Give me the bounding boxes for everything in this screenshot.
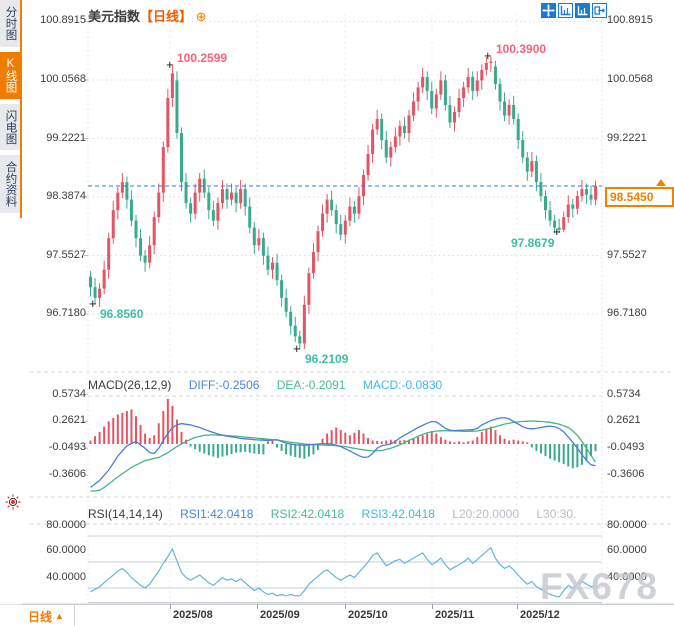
period-selector[interactable]: 日线 ▲ [22, 605, 75, 626]
price-label-right: 96.7180 [607, 307, 647, 319]
period-selector-arrow-icon: ▲ [55, 611, 64, 621]
rsi-label-left: 80.0000 [46, 519, 86, 531]
x-axis-month: 2025/10 [348, 609, 388, 621]
price-label-left: 96.7180 [46, 307, 86, 319]
period-selector-label: 日线 [28, 609, 53, 624]
low-annotation: 97.8679 [511, 236, 555, 250]
month-tick [517, 604, 518, 609]
current-price-badge: 98.5450 [605, 187, 674, 207]
month-tick [345, 604, 346, 609]
macd-label-left: -0.0493 [48, 441, 86, 453]
live-blink-icon [5, 494, 21, 515]
low-annotation: 96.2109 [305, 352, 349, 366]
price-label-left: 98.3874 [46, 190, 86, 202]
macd-label-left: -0.3606 [48, 468, 86, 480]
macd-header: MACD(26,12,9) DIFF:-0.2506 DEA:-0.2091 M… [88, 378, 456, 392]
macd-label-right: -0.0493 [607, 441, 645, 453]
chart-toolbar [541, 3, 607, 18]
high-annotation: 100.2599 [177, 51, 228, 65]
x-axis-month: 2025/11 [435, 609, 475, 621]
rsi-label-right: 80.0000 [607, 519, 647, 531]
macd-label-left: 0.2621 [52, 414, 86, 426]
macd-label-left: 0.5734 [52, 388, 86, 400]
rsi-header: RSI(14,14,14) RSI1:42.0418 RSI2:42.0418 … [88, 507, 590, 521]
sidebar-tab-contract-info[interactable]: 合约资料 [0, 155, 20, 213]
sidebar-tab-timeline[interactable]: 分时图 [0, 0, 20, 47]
macd-label-right: 0.2621 [607, 414, 641, 426]
scale-axis-icon[interactable] [575, 3, 590, 18]
rsi3-value: RSI3:42.0418 [361, 507, 435, 521]
sidebar-tab-kline[interactable]: K线图 [0, 51, 20, 99]
macd-title: MACD(26,12,9) [88, 378, 172, 392]
rsi-l20-value: L20:20.0000 [452, 507, 519, 521]
low-annotation: 96.8560 [100, 307, 144, 321]
instrument-name: 美元指数 [88, 9, 141, 24]
high-annotation: 100.3900 [496, 42, 547, 56]
rsi-label-right: 40.0000 [607, 571, 647, 583]
price-arrow-icon [656, 179, 666, 186]
marker-cross-icon: + [166, 57, 174, 72]
rsi2-value: RSI2:42.0418 [270, 507, 345, 521]
macd-dea-value: DEA:-0.2091 [276, 378, 346, 392]
x-axis-month: 2025/08 [173, 609, 213, 621]
fit-axis-icon[interactable] [558, 3, 573, 18]
x-axis-month: 2025/09 [260, 609, 300, 621]
period-tag: 【日线】 [140, 9, 193, 24]
month-tick [432, 604, 433, 609]
macd-hist-value: MACD:-0.0830 [362, 378, 443, 392]
month-tick [170, 604, 171, 609]
price-label-left: 99.2221 [46, 132, 86, 144]
bottom-axis-bar: 日线 ▲ 2025/08 2025/09 2025/10 2025/11 202… [22, 604, 674, 626]
chart-title: 美元指数【日线】 ⊕ [88, 6, 207, 25]
rsi-label-left: 40.0000 [46, 571, 86, 583]
price-label-right: 99.2221 [607, 132, 647, 144]
price-label-right: 97.5527 [607, 249, 647, 261]
price-label-right: 100.8915 [607, 14, 653, 26]
sidebar: 分时图 K线图 闪电图 合约资料 [0, 0, 22, 604]
sidebar-tab-flash[interactable]: 闪电图 [0, 103, 20, 150]
pan-move-icon[interactable] [541, 3, 556, 18]
add-indicator-icon[interactable]: ⊕ [195, 9, 207, 24]
marker-cross-icon: + [89, 296, 97, 311]
rsi-l30-value: L30:30. [536, 507, 577, 521]
price-label-left: 97.5527 [46, 249, 86, 261]
x-axis-month: 2025/12 [520, 609, 560, 621]
marker-cross-icon: + [484, 48, 492, 63]
watermark: FX678 [540, 566, 660, 607]
macd-label-right: 0.5734 [607, 388, 641, 400]
macd-diff-value: DIFF:-0.2506 [188, 378, 260, 392]
marker-cross-icon: + [293, 341, 301, 356]
rsi-label-left: 60.0000 [46, 544, 86, 556]
rsi1-value: RSI1:42.0418 [180, 507, 254, 521]
price-label-right: 100.0568 [607, 73, 653, 85]
price-label-left: 100.0568 [40, 73, 86, 85]
month-tick [257, 604, 258, 609]
exit-chart-icon[interactable] [592, 3, 607, 18]
macd-label-right: -0.3606 [607, 468, 645, 480]
rsi-title: RSI(14,14,14) [88, 507, 163, 521]
marker-cross-icon: + [553, 224, 561, 239]
price-label-left: 100.8915 [40, 14, 86, 26]
rsi-label-right: 60.0000 [607, 544, 647, 556]
